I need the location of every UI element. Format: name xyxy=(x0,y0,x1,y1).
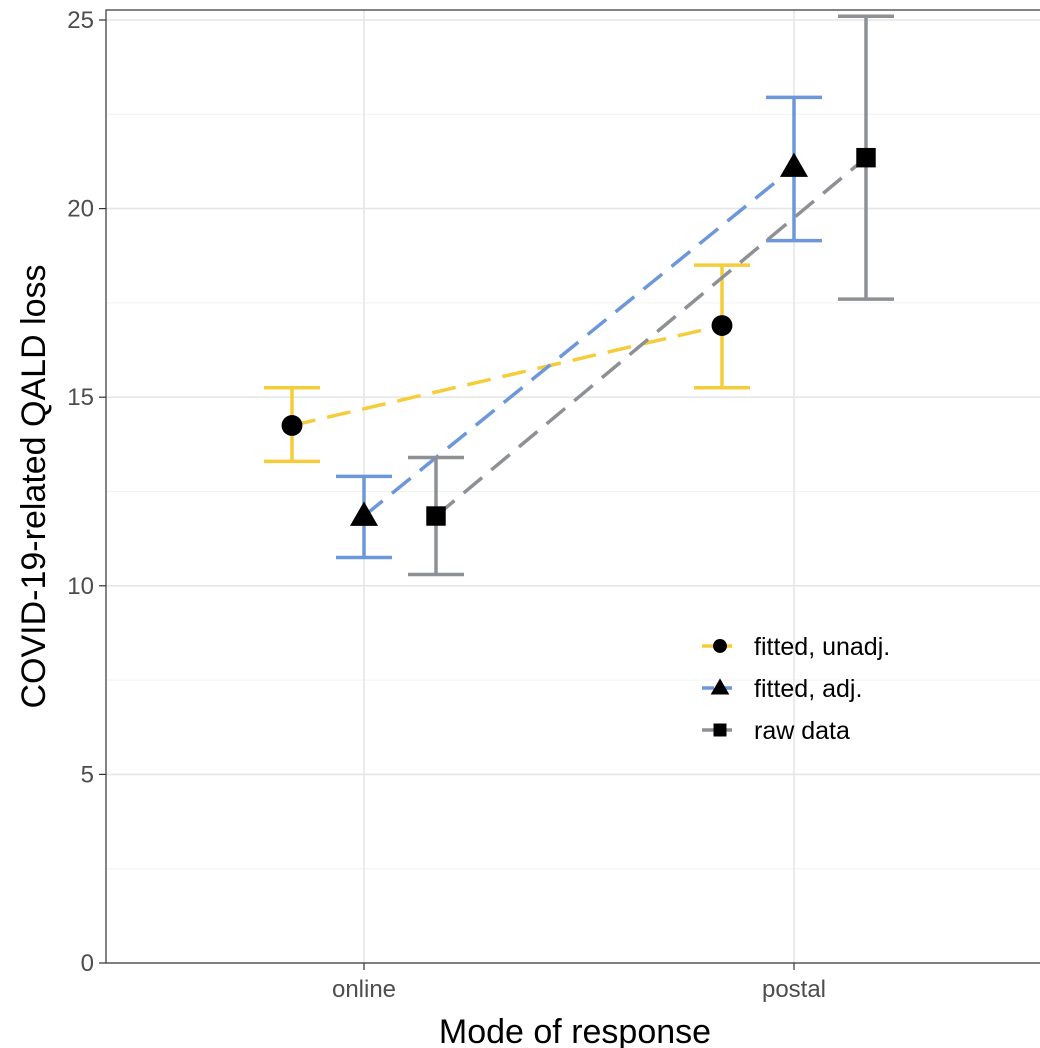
series-line xyxy=(291,323,723,428)
x-tick-label: postal xyxy=(762,976,826,1003)
legend-item: fitted, adj. xyxy=(702,675,862,703)
series-line xyxy=(434,156,868,518)
y-tick-label: 25 xyxy=(67,7,94,34)
point-square xyxy=(426,506,446,526)
y-tick-label: 5 xyxy=(81,761,94,788)
y-tick-label: 15 xyxy=(67,384,94,411)
panel-border xyxy=(105,9,1040,964)
point-triangle xyxy=(779,152,809,177)
y-axis-title: COVID-19-related QALD loss xyxy=(15,264,53,708)
x-tick-label: online xyxy=(332,976,396,1003)
point-triangle xyxy=(710,678,730,695)
legend-item: fitted, unadj. xyxy=(702,633,890,661)
point-circle xyxy=(281,415,303,436)
series-raw-data xyxy=(408,14,894,577)
grid-major xyxy=(106,10,1040,964)
legend-label: fitted, adj. xyxy=(754,675,862,703)
point-triangle xyxy=(349,501,379,526)
legend-label: fitted, unadj. xyxy=(754,633,890,661)
y-tick-label: 20 xyxy=(67,196,94,223)
point-square xyxy=(713,723,727,737)
y-axis: 0 5 10 15 20 25 xyxy=(67,7,106,977)
x-axis: online postal xyxy=(332,963,826,1003)
x-axis-title: Mode of response xyxy=(439,1013,711,1048)
legend-item: raw data xyxy=(702,717,850,745)
series-layer xyxy=(264,14,894,577)
series-fitted-unadj- xyxy=(264,263,750,464)
grid-minor xyxy=(106,113,1040,870)
y-tick-label: 10 xyxy=(67,573,94,600)
series-line xyxy=(362,165,796,518)
legend-label: raw data xyxy=(754,717,850,745)
point-circle xyxy=(711,315,733,336)
y-tick-label: 0 xyxy=(81,950,94,977)
point-circle xyxy=(713,639,727,653)
series-fitted-adj- xyxy=(336,95,822,560)
legend: fitted, unadj. fitted, adj. raw data xyxy=(702,633,890,745)
point-square xyxy=(856,147,876,168)
